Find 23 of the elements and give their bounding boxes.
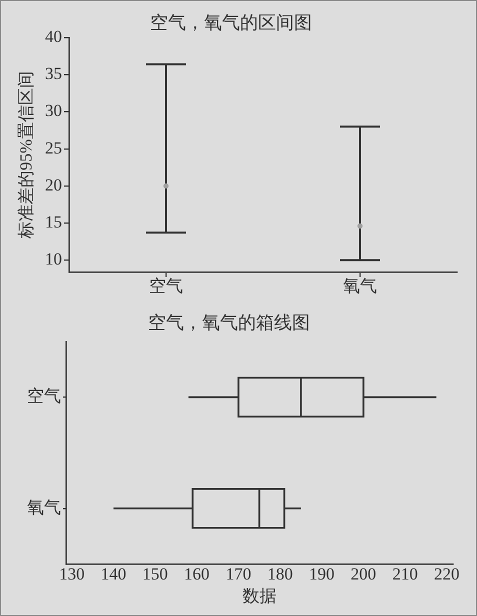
x-tick-label: 160 <box>184 564 210 584</box>
x-tick-label: 190 <box>309 564 335 584</box>
chart-title: 空气，氧气的箱线图 <box>148 312 310 333</box>
x-tick-label: 220 <box>434 564 460 584</box>
y-tick-label: 10 <box>45 250 62 269</box>
x-tick-label: 180 <box>267 564 293 584</box>
x-tick-label: 130 <box>59 564 85 584</box>
x-tick-label: 200 <box>350 564 376 584</box>
chart-title: 空气，氧气的区间图 <box>150 12 312 33</box>
x-tick-label: 170 <box>226 564 252 584</box>
y-tick-label: 20 <box>45 175 62 194</box>
x-tick-label: 150 <box>142 564 168 584</box>
y-tick-label: 15 <box>45 212 62 232</box>
y-tick-label: 25 <box>45 138 62 158</box>
y-axis-title: 标准差的95%置信区间 <box>16 71 36 240</box>
x-tick-label: 210 <box>392 564 418 584</box>
x-axis-title: 数据 <box>242 586 276 606</box>
y-tick-label: 氧气 <box>27 498 61 517</box>
y-tick-label: 35 <box>45 64 62 84</box>
y-tick-label: 40 <box>45 27 62 46</box>
x-tick-label: 140 <box>100 564 126 584</box>
y-tick-label: 30 <box>45 101 62 120</box>
y-tick-label: 空气 <box>27 386 61 406</box>
